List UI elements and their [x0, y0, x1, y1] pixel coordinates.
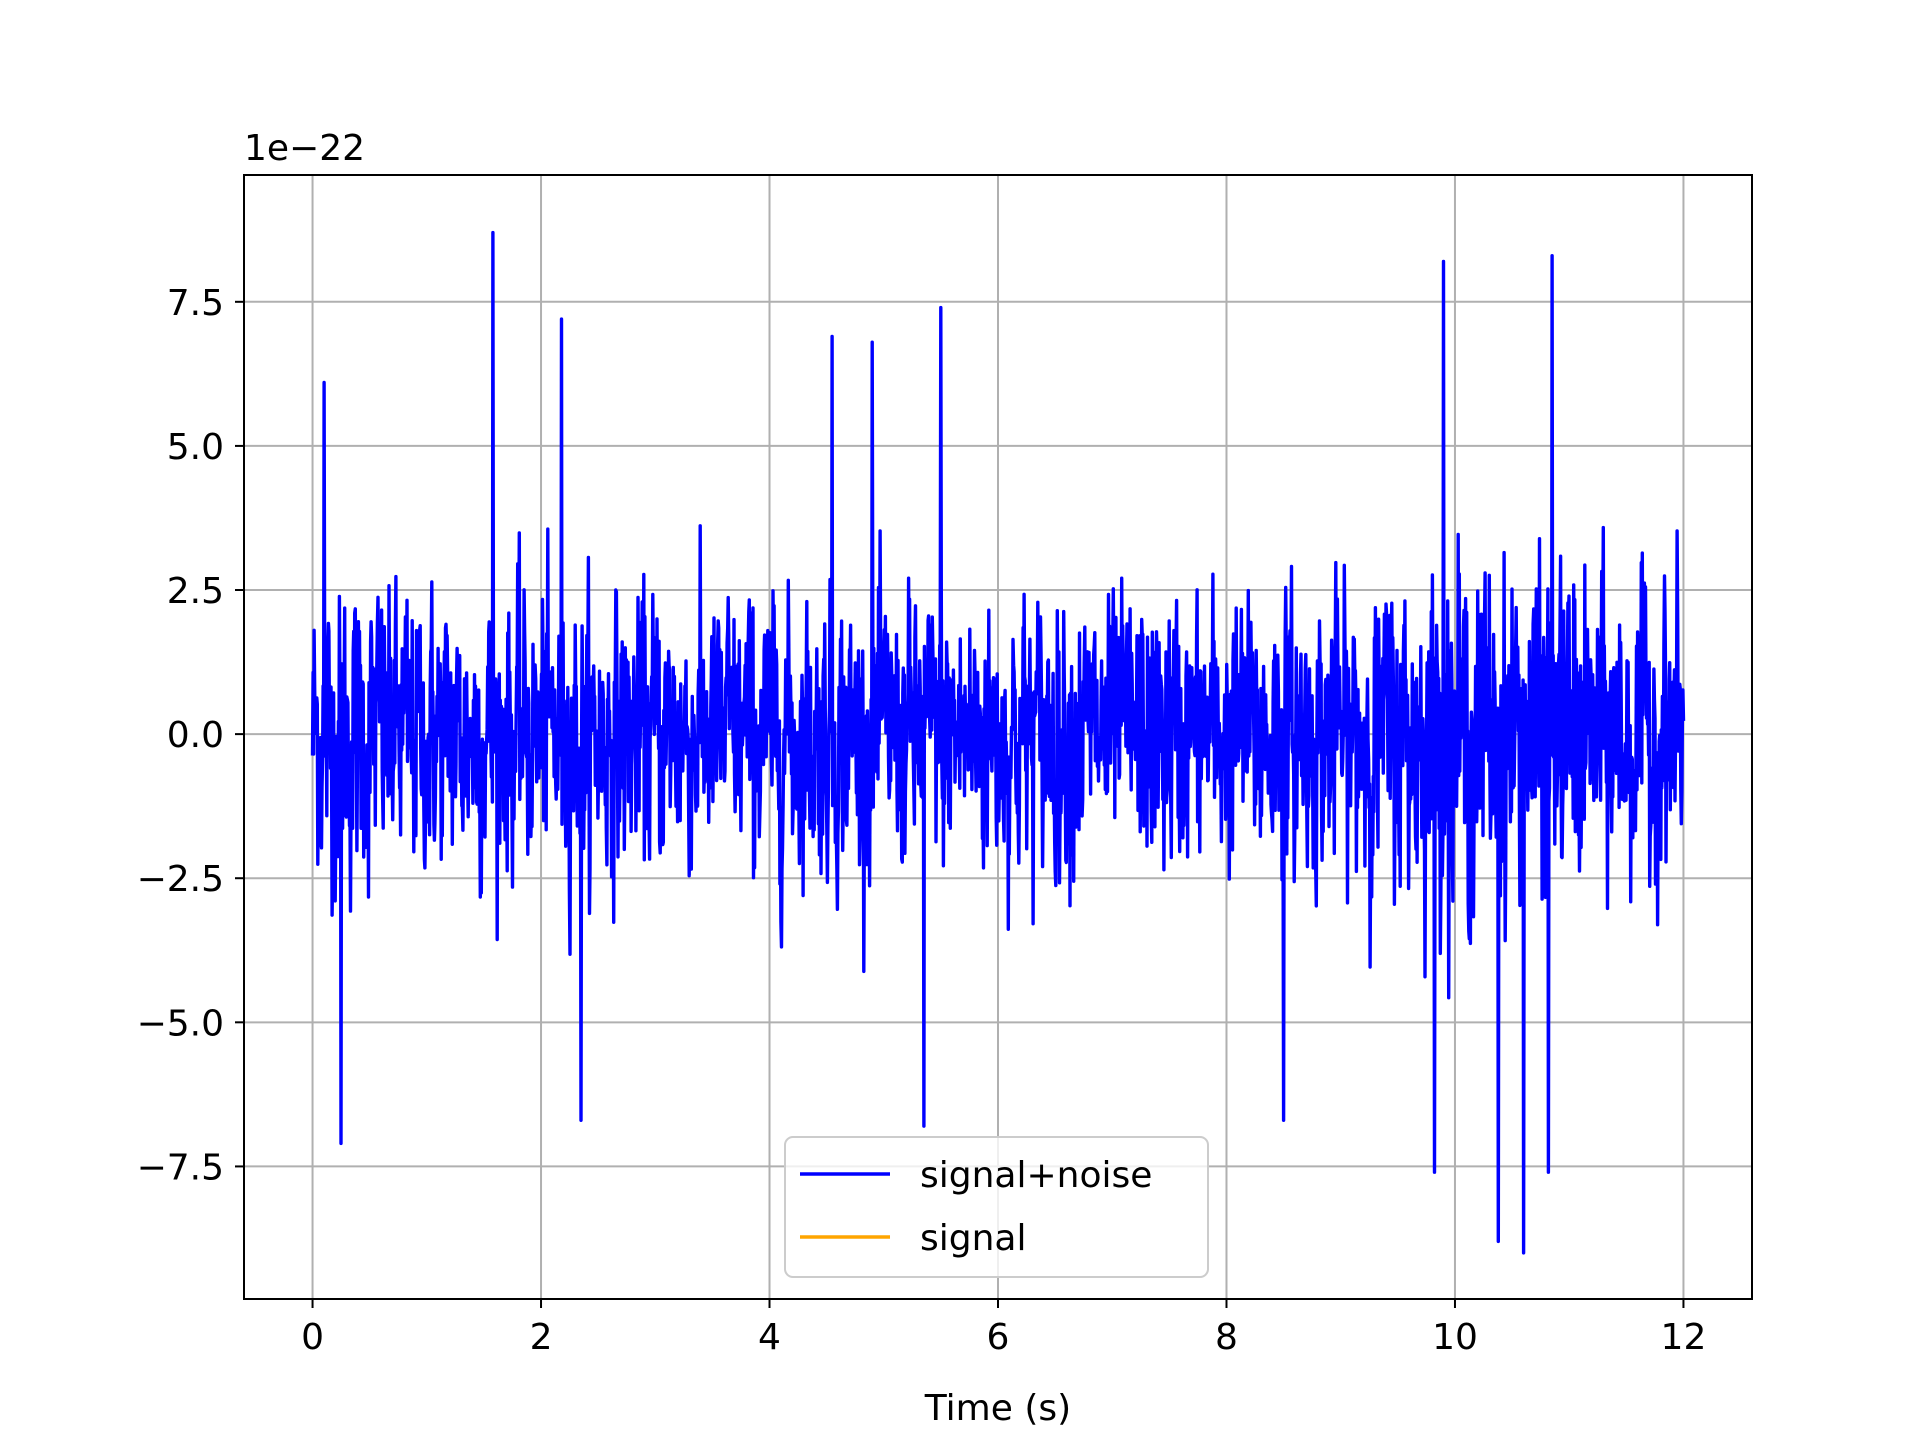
x-tick-label: 0 [301, 1317, 324, 1358]
y-tick-label: 0.0 [167, 715, 224, 756]
legend: signal+noise signal [784, 1136, 1209, 1278]
x-tick-label: 4 [758, 1317, 781, 1358]
y-tick-label: 5.0 [167, 427, 224, 468]
x-tick-label: 12 [1661, 1317, 1707, 1358]
y-tick-label: 2.5 [167, 571, 224, 612]
y-tick-label: −2.5 [137, 859, 224, 900]
x-tick-label: 2 [530, 1317, 553, 1358]
x-tick-label: 6 [987, 1317, 1010, 1358]
signal-noise-line [310, 230, 1686, 1255]
ticks: 0 2 4 6 8 10 12 −7.5 −5.0 −2.5 0.0 2.5 5.0 7.5 [137, 283, 1707, 1358]
x-tick-label: 8 [1215, 1317, 1238, 1358]
y-tick-label: −5.0 [137, 1003, 224, 1044]
series-layer [310, 230, 1686, 1255]
y-offset-label: 1e−22 [244, 128, 365, 169]
x-tick-label: 10 [1432, 1317, 1478, 1358]
x-axis-label: Time (s) [924, 1388, 1071, 1429]
y-tick-label: −7.5 [137, 1147, 224, 1188]
legend-box [784, 1136, 1209, 1278]
legend-label-signal-noise: signal+noise [920, 1155, 1152, 1196]
legend-label-signal: signal [920, 1218, 1027, 1259]
y-tick-label: 7.5 [167, 283, 224, 324]
